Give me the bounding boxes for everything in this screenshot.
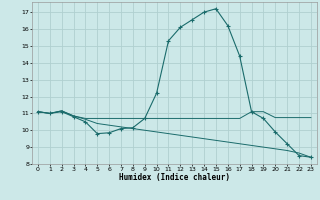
X-axis label: Humidex (Indice chaleur): Humidex (Indice chaleur) [119,173,230,182]
